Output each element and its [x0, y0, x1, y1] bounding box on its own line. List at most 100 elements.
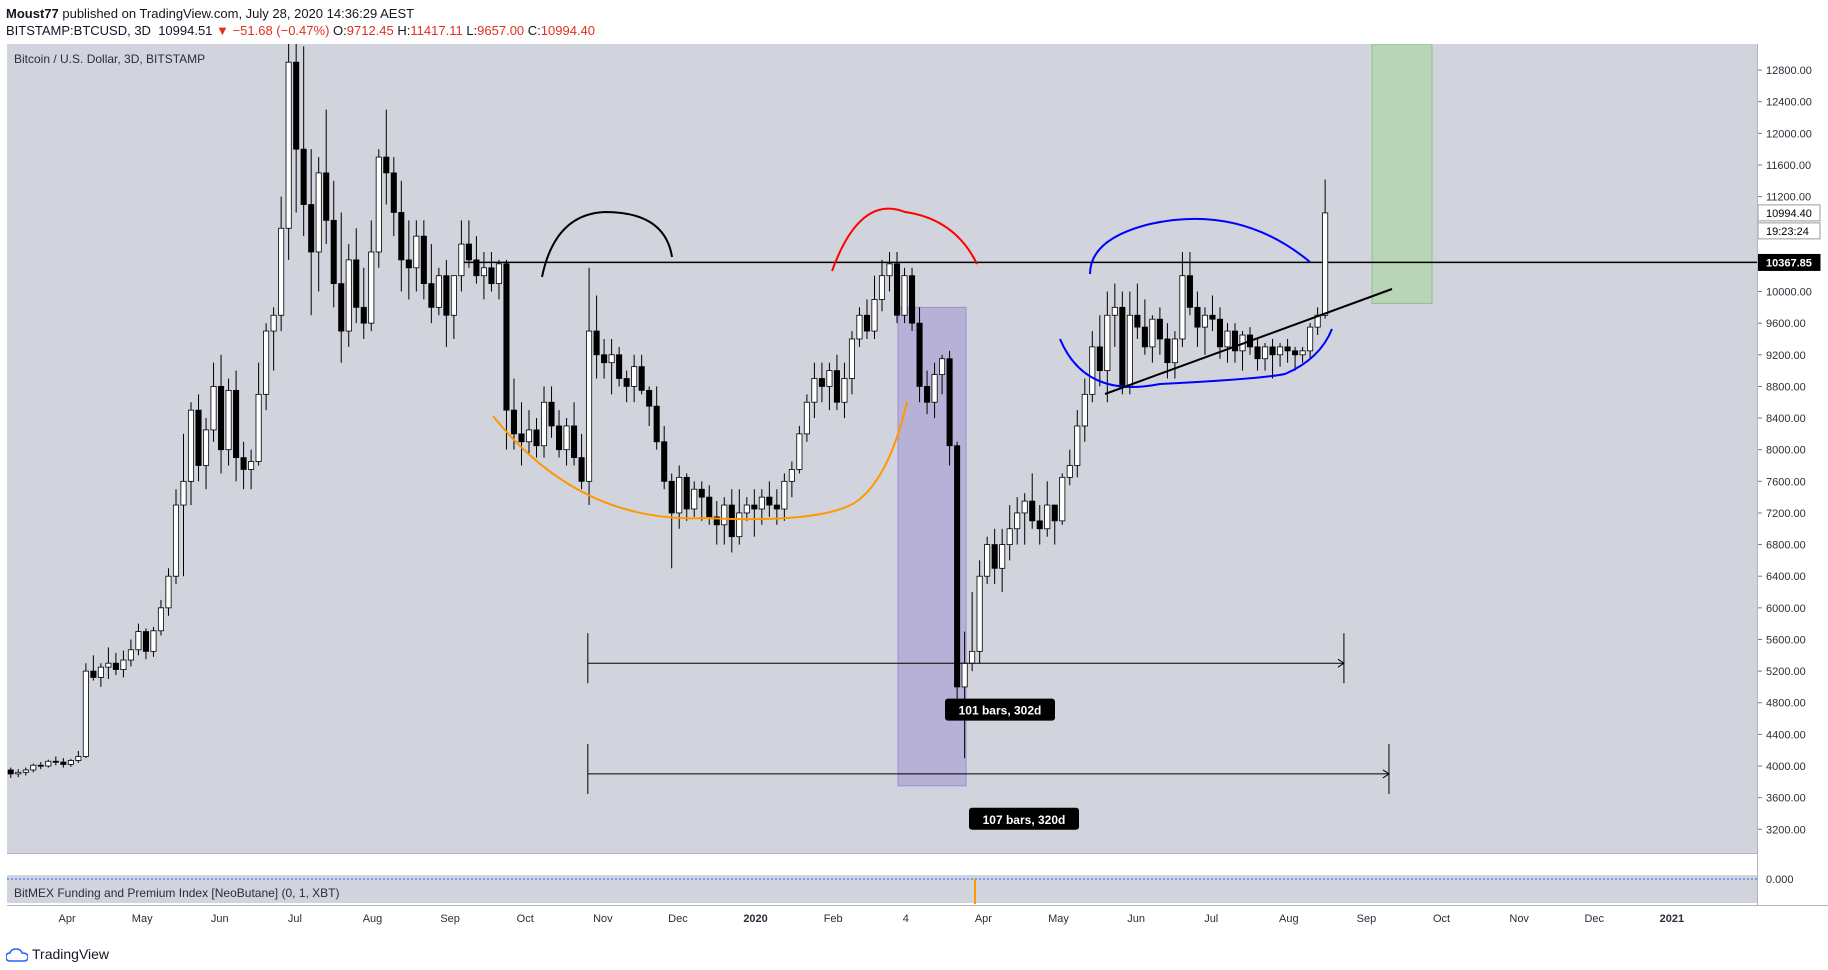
- candle-body: [52, 760, 59, 763]
- candle-body: [1059, 476, 1066, 522]
- candle: [1141, 299, 1148, 355]
- candle-body: [1164, 338, 1171, 364]
- y-tick-label: 4400.00: [1766, 729, 1806, 741]
- candle: [458, 220, 465, 292]
- y-tick-label: 7600.00: [1766, 476, 1806, 488]
- candle-body: [285, 61, 292, 229]
- head-arc[interactable]: [831, 207, 978, 272]
- candle-body: [563, 425, 570, 451]
- candle: [601, 338, 608, 379]
- price-axis-label: 10994.40: [1757, 204, 1821, 222]
- candle: [668, 473, 675, 569]
- candle-body: [698, 488, 705, 498]
- candle: [871, 275, 878, 339]
- y-tick-label: 4800.00: [1766, 698, 1806, 710]
- candle: [1066, 449, 1073, 486]
- candle-body: [248, 461, 255, 470]
- candle: [646, 386, 653, 426]
- candle: [1036, 505, 1043, 545]
- candle: [112, 652, 119, 676]
- candle-body: [22, 769, 29, 773]
- candle: [480, 251, 487, 300]
- y-tick-label: 10000.00: [1766, 287, 1812, 299]
- price-label-text: 10994.40: [1766, 208, 1812, 220]
- price-axis-label: 19:23:24: [1757, 222, 1821, 240]
- candle-body: [503, 263, 510, 411]
- candle-body: [383, 156, 390, 174]
- price-axis[interactable]: 3200.00 3600.00 4000.00 4400.00 4800.00 5200.…: [1757, 65, 1821, 836]
- ascending-trendline[interactable]: [1104, 288, 1393, 395]
- candle: [172, 489, 180, 585]
- candle-body: [683, 476, 690, 510]
- candle-body: [518, 433, 525, 443]
- candle-body: [954, 445, 961, 688]
- cup-curve[interactable]: [492, 401, 908, 521]
- candle: [743, 497, 750, 521]
- candle: [924, 370, 931, 415]
- plot-background[interactable]: [7, 44, 1757, 853]
- low-label: L:: [466, 23, 478, 38]
- candle: [45, 759, 52, 768]
- candle: [473, 236, 480, 284]
- y-tick-label: 4000.00: [1766, 761, 1806, 773]
- author-name[interactable]: Moust77: [6, 6, 59, 21]
- candle: [909, 267, 916, 332]
- measure-tool[interactable]: 107 bars, 320d: [587, 743, 1390, 830]
- measure-tool[interactable]: 101 bars, 302d: [587, 633, 1345, 721]
- candle-body: [788, 469, 795, 482]
- tradingview-logo[interactable]: TradingView: [5, 946, 110, 963]
- candle: [1014, 497, 1021, 545]
- candle: [1044, 481, 1051, 537]
- bottom-ellipse-arc[interactable]: [1059, 328, 1333, 388]
- ohlc-line: BITSTAMP:BTCUSD, 3D 10994.51 ▼ −51.68 (−…: [6, 23, 595, 38]
- candle-body: [97, 666, 104, 678]
- candle-body: [586, 330, 593, 482]
- candle-body: [510, 409, 518, 435]
- candle: [1156, 307, 1163, 355]
- target-zone-box[interactable]: [1371, 44, 1433, 304]
- candle-body: [263, 330, 270, 395]
- indicator-pane[interactable]: [7, 875, 1757, 903]
- candle: [240, 441, 247, 490]
- candle-body: [180, 480, 187, 506]
- candle-body: [450, 275, 457, 316]
- candle-body: [90, 670, 97, 678]
- axis-divider: [1757, 44, 1758, 905]
- candle-body: [616, 354, 623, 379]
- candle-body: [833, 370, 840, 403]
- candle: [1231, 323, 1239, 363]
- candle: [586, 267, 593, 506]
- candle-body: [1021, 500, 1028, 514]
- candle: [285, 44, 292, 260]
- time-axis[interactable]: Apr May Jun Jul Aug Sep Oct Nov Dec 2020 Feb 4 Apr Ma…: [59, 913, 1685, 925]
- candle: [390, 157, 397, 237]
- x-tick-label: Aug: [1279, 913, 1299, 925]
- handle-arc[interactable]: [541, 210, 673, 278]
- candle: [525, 410, 533, 454]
- candle: [360, 267, 367, 339]
- candle-body: [195, 409, 202, 466]
- candle: [510, 378, 518, 450]
- x-tick-label: Sep: [1357, 913, 1377, 925]
- candle-body: [150, 630, 157, 652]
- candle: [631, 354, 638, 403]
- candle: [946, 350, 953, 466]
- tradingview-brand: TradingView: [32, 946, 110, 962]
- candle: [7, 767, 14, 778]
- candle-body: [758, 496, 765, 510]
- candle: [330, 180, 337, 308]
- top-ellipse-arc[interactable]: [1089, 217, 1311, 275]
- candle-body: [67, 760, 74, 765]
- candle-body: [127, 649, 134, 661]
- candle: [571, 402, 578, 466]
- candle-body: [37, 764, 44, 767]
- x-tick-label: Apr: [59, 913, 76, 925]
- drawing-overlays-front: 101 bars, 302d 107 bars, 320d: [492, 207, 1393, 830]
- candle-body: [1126, 314, 1133, 387]
- x-tick-label: Nov: [593, 913, 613, 925]
- price-chart[interactable]: 101 bars, 302d 107 bars, 320d Bitcoin / U…: [0, 44, 1828, 940]
- candle: [1224, 323, 1231, 363]
- candle-body: [1149, 318, 1156, 348]
- candle: [225, 378, 232, 466]
- candle: [736, 489, 743, 545]
